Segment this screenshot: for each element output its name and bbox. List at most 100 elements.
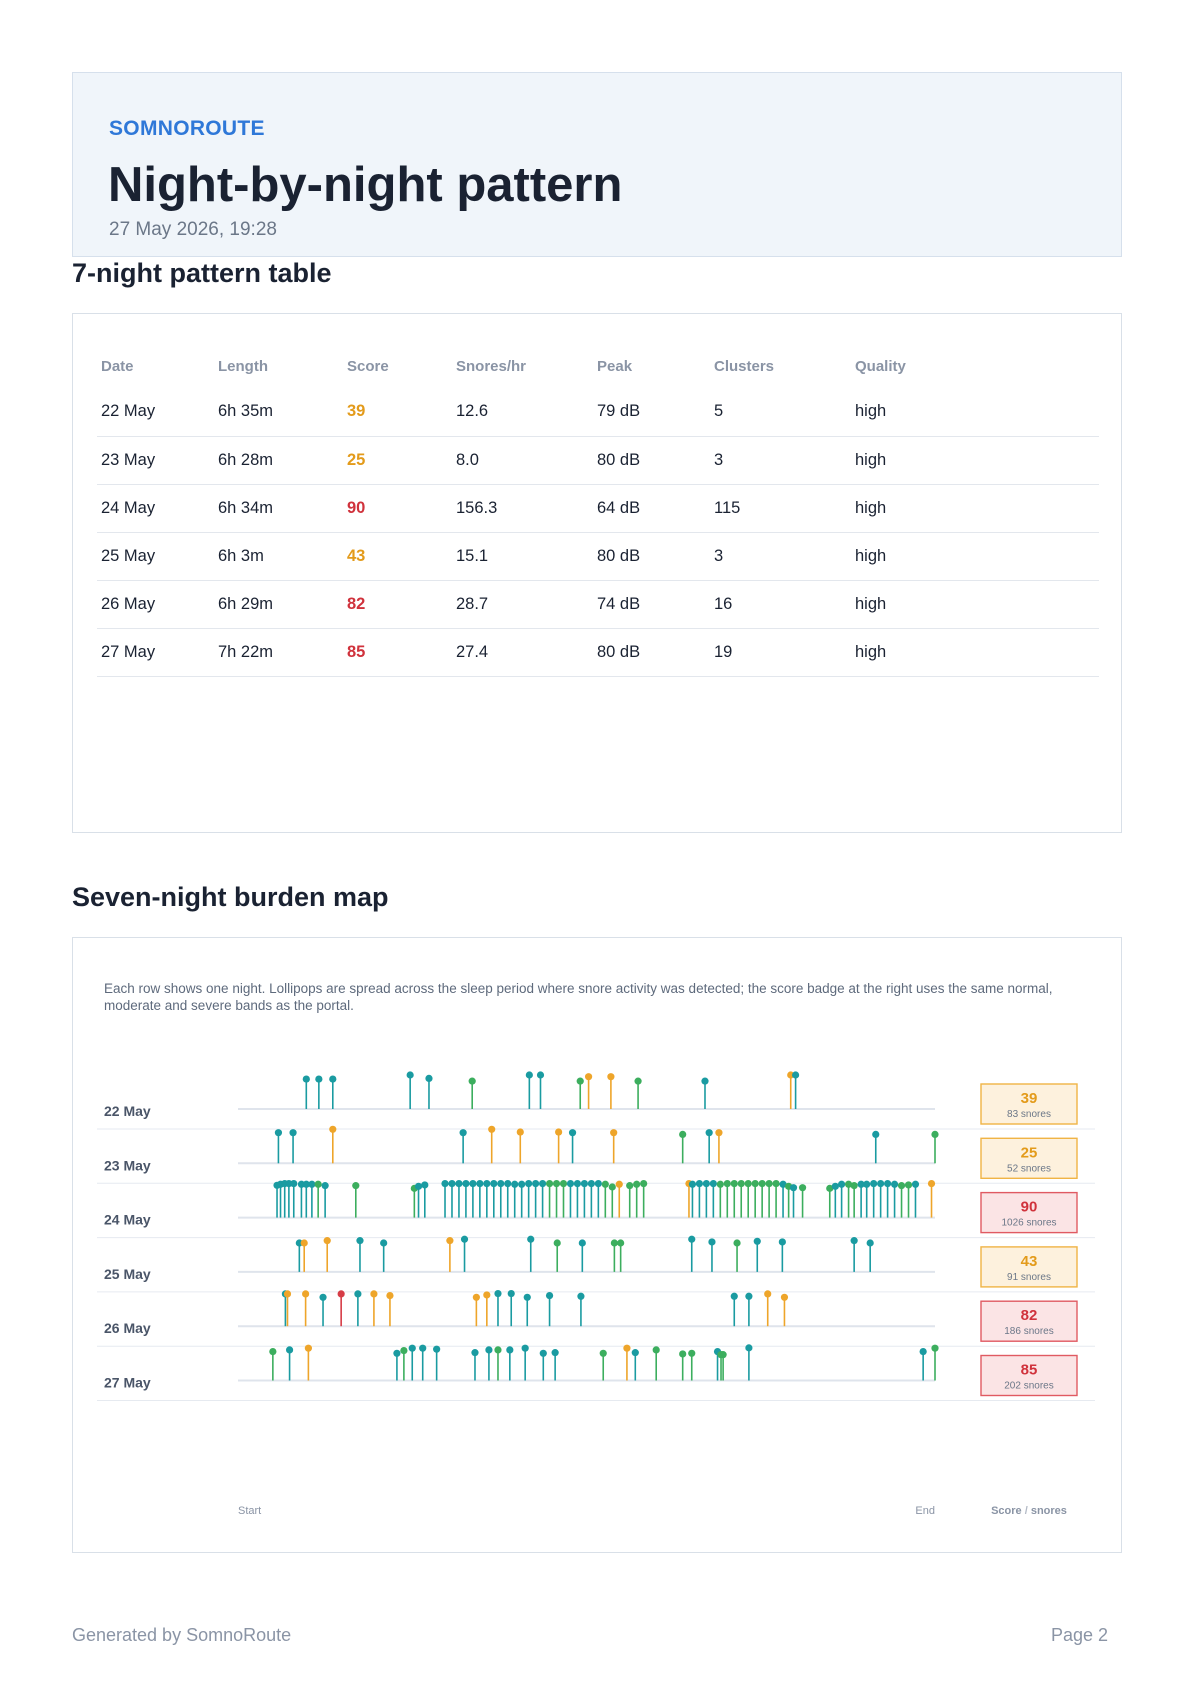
cell-clusters: 3: [710, 532, 851, 581]
lollipop-head: [551, 1349, 559, 1357]
lollipop-head: [733, 1239, 741, 1247]
score-badge-value: 43: [1021, 1253, 1038, 1270]
cell-quality: high: [851, 484, 1099, 533]
lollipop-head: [838, 1180, 846, 1188]
cell-clusters: 5: [710, 388, 851, 437]
lollipop-head: [525, 1071, 533, 1079]
lollipop-head: [584, 1073, 593, 1081]
lollipop-head: [576, 1077, 584, 1085]
lollipop-head: [719, 1351, 727, 1359]
lollipop-head: [723, 1180, 731, 1188]
lollipop-head: [758, 1180, 766, 1188]
lollipop-head: [545, 1292, 554, 1300]
lollipop-head: [573, 1180, 582, 1188]
table-section-title: 7-night pattern table: [72, 258, 332, 288]
lollipop-head: [701, 1077, 709, 1085]
report-header: SOMNOROUTE Night-by-night pattern 27 May…: [72, 72, 1122, 257]
lollipop-head: [354, 1290, 362, 1298]
cell-clusters: 19: [710, 628, 851, 677]
lollipop-head: [460, 1235, 469, 1243]
lollipop-head: [485, 1346, 493, 1354]
column-header-peak: Peak: [597, 357, 633, 375]
score-badge-value: 82: [1021, 1307, 1038, 1324]
badge-header-snores: snores: [1031, 1505, 1067, 1517]
lollipop-head: [884, 1180, 892, 1188]
lollipop-head: [897, 1182, 906, 1190]
lollipop-head: [300, 1239, 308, 1247]
lollipop-head: [601, 1180, 609, 1188]
score-badge: [980, 1246, 1078, 1288]
lollipop-head: [323, 1237, 331, 1245]
cell-score: 82: [343, 580, 452, 629]
lollipop-head: [406, 1071, 414, 1079]
lollipop-head: [545, 1180, 554, 1188]
score-badge-snores: 52 snores: [1007, 1163, 1051, 1174]
badge-column-header: Score / snores: [991, 1505, 1067, 1517]
lollipop-head: [488, 1125, 496, 1133]
badge-header-separator: /: [1022, 1505, 1031, 1517]
lollipop-head: [857, 1180, 865, 1188]
lollipop-head: [568, 1129, 577, 1137]
cell-date: 27 May: [97, 628, 214, 677]
column-header-snores-hr: Snores/hr: [456, 357, 527, 375]
lollipop-head: [798, 1184, 807, 1192]
lollipop-head: [623, 1344, 631, 1352]
column-header-date: Date: [101, 357, 134, 375]
lollipop-head: [483, 1180, 491, 1188]
lollipop-head: [688, 1235, 696, 1243]
lollipop-head: [730, 1180, 738, 1188]
night-date-label: 22 May: [104, 1103, 151, 1119]
lollipop-head: [890, 1180, 899, 1188]
axis-end-label: End: [915, 1505, 935, 1517]
table-row: 26 May 6h 29m 82 28.7 74 dB 16 high: [97, 580, 1099, 629]
column-header-score: Score: [347, 357, 389, 375]
night-date-label: 27 May: [104, 1375, 151, 1391]
lollipop-head: [566, 1180, 575, 1188]
lollipop-head: [269, 1348, 277, 1356]
lollipop-head: [577, 1292, 585, 1300]
cell-score: 25: [343, 436, 452, 485]
lollipop-head: [521, 1344, 529, 1352]
lollipop-head: [555, 1128, 563, 1136]
lollipop-head: [607, 1073, 615, 1081]
lollipop-head: [716, 1180, 724, 1188]
cell-snores-hr: 28.7: [452, 580, 593, 629]
cell-peak: 80 dB: [593, 436, 710, 485]
lollipop-head: [708, 1238, 716, 1246]
lollipop-head: [433, 1345, 441, 1353]
lollipop-head: [448, 1180, 456, 1188]
lollipop-head: [931, 1130, 939, 1138]
lollipop-head: [441, 1180, 449, 1188]
table-row: 23 May 6h 28m 25 8.0 80 dB 3 high: [97, 436, 1099, 485]
score-badge-value: 90: [1021, 1199, 1038, 1216]
table-row: 24 May 6h 34m 90 156.3 64 dB 115 high: [97, 484, 1099, 533]
score-badge-value: 39: [1021, 1090, 1038, 1107]
cell-quality: high: [851, 436, 1099, 485]
cell-date: 24 May: [97, 484, 214, 533]
burden-map-note: Each row shows one night. Lollipops are …: [104, 981, 1053, 1013]
lollipop-head: [511, 1180, 519, 1188]
cell-score: 90: [343, 484, 452, 533]
score-badge-snores: 1026 snores: [1001, 1218, 1056, 1229]
cell-snores-hr: 156.3: [452, 484, 593, 533]
burden-map-chart: 22 May 39 83 snores 23 May 25 52 snores 24 May…: [97, 1071, 1095, 1517]
lollipop-head: [615, 1180, 623, 1188]
table-header-row: Date Length Score Snores/hr Peak Cluster…: [97, 344, 1099, 388]
footer-generated-by: Generated by SomnoRoute: [72, 1625, 292, 1645]
lollipop-head: [552, 1180, 561, 1188]
cell-date: 23 May: [97, 436, 214, 485]
lollipop-head: [302, 1075, 310, 1083]
lollipop-head: [532, 1180, 540, 1188]
lollipop-head: [283, 1290, 292, 1298]
lollipop-head: [337, 1290, 345, 1298]
lollipop-head: [826, 1184, 834, 1192]
pattern-table: Date Length Score Snores/hr Peak Cluster…: [97, 344, 1099, 677]
lollipop-head: [688, 1180, 697, 1188]
cell-peak: 80 dB: [593, 532, 710, 581]
lollipop-head: [705, 1129, 713, 1137]
lollipop-head: [329, 1125, 337, 1133]
lollipop-head: [587, 1180, 595, 1188]
cell-date: 25 May: [97, 532, 214, 581]
table-row: 25 May 6h 3m 43 15.1 80 dB 3 high: [97, 532, 1099, 581]
lollipop-head: [927, 1180, 936, 1188]
